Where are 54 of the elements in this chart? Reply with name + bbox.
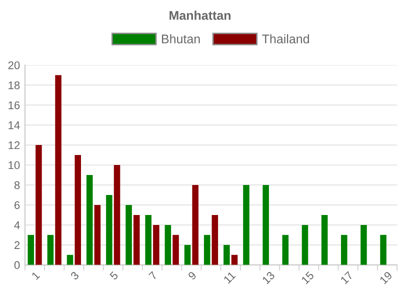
y-tick-label: 4 <box>14 221 20 229</box>
bar <box>224 244 230 265</box>
bar <box>360 224 367 265</box>
legend-label: Thailand <box>262 34 309 44</box>
x-tick-label: 15 <box>301 271 314 284</box>
bar <box>28 234 34 265</box>
bar <box>36 145 42 265</box>
bar <box>106 194 112 265</box>
y-tick-label: 10 <box>8 161 20 170</box>
bar <box>380 234 386 265</box>
bar <box>55 75 62 265</box>
bar <box>341 234 348 265</box>
y-tick-label: 16 <box>8 101 20 110</box>
y-tick-label: 0 <box>14 261 20 270</box>
y-tick-label: 20 <box>8 61 20 70</box>
x-tick-label: 17 <box>340 271 354 284</box>
bar <box>86 174 93 265</box>
x-tick-label: 11 <box>223 271 236 284</box>
bar <box>66 254 74 265</box>
bar <box>47 234 54 265</box>
y-tick-label: 6 <box>14 201 20 210</box>
bar <box>172 234 179 265</box>
bar <box>282 234 289 265</box>
x-tick-label: 5 <box>109 271 119 280</box>
y-tick-label: 8 <box>14 181 20 190</box>
bar <box>74 155 81 265</box>
bar <box>145 214 152 265</box>
chart-title: Manhattan <box>170 10 230 20</box>
bar <box>231 254 238 265</box>
bar <box>126 204 132 265</box>
bar <box>262 184 269 265</box>
bar <box>192 184 198 265</box>
bar <box>184 244 191 265</box>
bar <box>164 224 172 265</box>
x-tick-label: 19 <box>379 271 393 284</box>
bar <box>153 224 160 265</box>
x-tick-label: 9 <box>188 271 197 280</box>
legend-label: Bhutan <box>162 34 200 44</box>
bar <box>321 214 328 265</box>
x-tick-label: 3 <box>70 271 80 280</box>
y-tick-label: 18 <box>8 81 20 90</box>
x-tick-label: 1 <box>31 271 40 280</box>
bar <box>212 214 218 265</box>
y-tick-label: 2 <box>14 241 20 249</box>
bar <box>94 204 101 265</box>
x-tick-label: 13 <box>262 271 276 284</box>
bar <box>114 165 120 265</box>
bar <box>243 184 250 265</box>
bar <box>204 234 210 265</box>
y-tick-label: 12 <box>8 141 20 150</box>
bar <box>302 224 308 265</box>
y-tick-label: 14 <box>8 121 20 130</box>
x-tick-label: 7 <box>148 271 158 280</box>
bar <box>133 214 140 265</box>
